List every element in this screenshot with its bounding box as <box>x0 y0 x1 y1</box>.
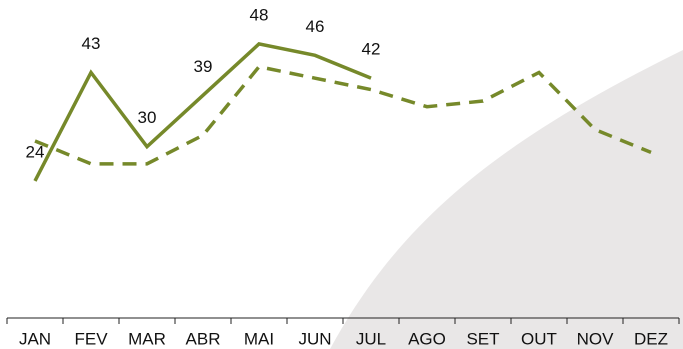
x-tick-label: NOV <box>577 329 615 348</box>
x-tick-label: ABR <box>186 329 221 348</box>
x-tick-label: MAI <box>244 329 274 348</box>
x-tick-label: JUN <box>298 329 331 348</box>
data-label: 48 <box>250 5 269 24</box>
x-tick-label: JUL <box>356 329 386 348</box>
line-series <box>34 64 652 166</box>
line-series <box>33 42 372 182</box>
x-tick-label: OUT <box>521 329 557 348</box>
data-label: 30 <box>138 108 157 127</box>
data-label: 46 <box>306 17 325 36</box>
x-tick-label: MAR <box>128 329 166 348</box>
x-tick-label: SET <box>466 329 499 348</box>
background-shape <box>330 50 683 349</box>
data-label: 24 <box>26 142 45 161</box>
x-tick-label: JAN <box>19 329 51 348</box>
x-tick-label: AGO <box>408 329 446 348</box>
x-tick-label: FEV <box>74 329 108 348</box>
data-label: 42 <box>362 40 381 59</box>
x-tick-label: DEZ <box>634 329 668 348</box>
data-label: 39 <box>194 57 213 76</box>
data-label: 43 <box>82 34 101 53</box>
